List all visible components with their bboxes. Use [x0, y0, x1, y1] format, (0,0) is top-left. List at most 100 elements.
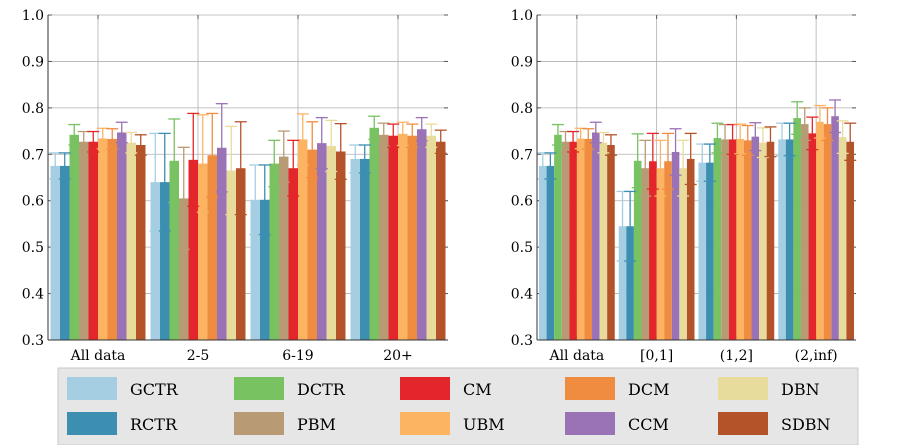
bar-pbm: [379, 134, 389, 340]
x-tick-label: 2-5: [187, 348, 210, 364]
legend-swatch-cm: [400, 377, 450, 400]
y-tick-label: 1.0: [22, 8, 44, 24]
bar-dctr: [793, 118, 801, 340]
bar-sdbn: [136, 145, 146, 340]
y-tick-label: 1.0: [511, 8, 533, 24]
y-tick-label: 0.6: [511, 194, 533, 210]
legend-swatch-dbn: [718, 377, 768, 400]
legend-label-dcm: DCM: [628, 380, 669, 399]
bar-dctr: [169, 160, 179, 340]
bar-dctr: [369, 127, 379, 340]
bar-ccm: [751, 136, 760, 340]
y-tick-label: 0.5: [511, 240, 533, 256]
bar-sdbn: [846, 141, 855, 340]
bar-dbn: [679, 168, 687, 340]
bar-gctr: [698, 162, 707, 340]
legend-swatch-pbm: [234, 412, 284, 435]
bar-ccm: [217, 147, 227, 340]
y-tick-label: 0.6: [22, 194, 44, 210]
bar-dcm: [584, 138, 593, 340]
y-tick-label: 0.7: [22, 147, 44, 163]
bar-rctr: [546, 165, 555, 340]
x-tick-label: (2,inf): [795, 348, 838, 364]
bar-ubm: [398, 133, 408, 340]
bar-dcm: [823, 124, 832, 340]
bar-sdbn: [436, 141, 446, 340]
legend-label-pbm: PBM: [297, 415, 336, 434]
bar-dbn: [599, 142, 608, 340]
legend-swatch-sdbn: [718, 412, 768, 435]
bar-pbm: [79, 141, 89, 340]
y-tick-label: 0.3: [511, 333, 533, 349]
bar-cm: [288, 168, 298, 340]
y-tick-label: 0.9: [511, 54, 533, 70]
bar-dctr: [554, 134, 562, 340]
bar-ubm: [736, 138, 744, 340]
bar-rctr: [160, 182, 170, 340]
legend-label-rctr: RCTR: [130, 415, 178, 434]
bar-gctr: [538, 165, 547, 340]
bar-gctr: [778, 139, 786, 340]
bar-rctr: [60, 165, 70, 340]
x-tick-label: All data: [548, 348, 604, 364]
y-tick-label: 0.3: [22, 333, 44, 349]
bar-dcm: [743, 140, 752, 340]
bar-dcm: [107, 138, 117, 340]
bar-ubm: [298, 139, 308, 340]
bar-dbn: [759, 142, 767, 340]
bar-ccm: [592, 132, 600, 340]
x-tick-label: All data: [70, 348, 126, 364]
bar-ubm: [98, 138, 108, 340]
bar-dbn: [326, 145, 336, 340]
bar-cm: [88, 141, 98, 340]
bar-rctr: [360, 158, 370, 340]
legend-label-sdbn: SDBN: [781, 415, 831, 434]
bar-sdbn: [336, 151, 346, 340]
bar-ccm: [117, 132, 127, 340]
bar-ccm: [671, 151, 680, 340]
bar-gctr: [150, 182, 160, 340]
bar-pbm: [279, 156, 289, 340]
y-tick-label: 0.4: [22, 287, 44, 303]
bar-dcm: [664, 161, 672, 340]
bar-gctr: [250, 199, 260, 340]
bar-pbm: [800, 124, 809, 340]
legend-swatch-gctr: [67, 377, 117, 400]
x-tick-label: [0,1]: [640, 348, 673, 364]
bar-dbn: [838, 137, 847, 340]
y-tick-label: 0.8: [511, 101, 533, 117]
bar-pbm: [179, 198, 189, 340]
bar-ccm: [317, 143, 327, 340]
bar-pbm: [721, 139, 729, 340]
chart-legend: GCTR DCTR CM DCM DBN RCTR PBM UBM CCM SDBN: [57, 367, 859, 445]
bar-sdbn: [766, 141, 775, 340]
bar-cm: [808, 133, 817, 340]
bar-rctr: [260, 199, 270, 340]
bar-gctr: [618, 226, 627, 340]
bar-gctr: [50, 165, 60, 340]
y-tick-label: 0.5: [22, 240, 44, 256]
legend-swatch-dcm: [565, 377, 615, 400]
legend-label-dbn: DBN: [781, 380, 820, 399]
y-tick-label: 0.9: [22, 54, 44, 70]
bar-rctr: [626, 226, 634, 340]
bar-ubm: [816, 121, 824, 341]
bar-dctr: [69, 134, 79, 340]
bar-cm: [188, 159, 198, 340]
chart-panel-right: 0.3 0.4 0.5 0.6 0.7 0.8 0.9 1.0 All data [0,1] (1,…: [511, 8, 857, 364]
bar-cm: [388, 135, 398, 340]
bar-gctr: [350, 158, 360, 340]
legend-label-cm: CM: [463, 380, 492, 399]
bar-dcm: [407, 135, 417, 340]
bar-dctr: [633, 160, 642, 340]
legend-swatch-rctr: [67, 412, 117, 435]
bar-sdbn: [686, 158, 695, 340]
bar-rctr: [785, 139, 794, 340]
bar-ubm: [576, 138, 585, 340]
legend-swatch-ccm: [565, 412, 615, 435]
bar-pbm: [561, 141, 570, 340]
bar-cm: [569, 141, 577, 340]
x-tick-label: (1,2]: [720, 348, 753, 364]
legend-label-ccm: CCM: [628, 415, 669, 434]
